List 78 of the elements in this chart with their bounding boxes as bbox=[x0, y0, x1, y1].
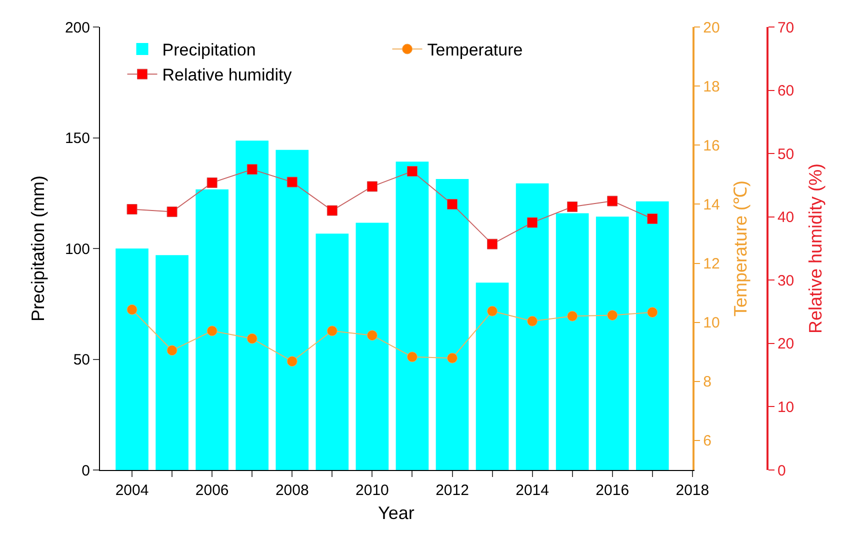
point bbox=[246, 164, 258, 175]
y-axis-title: Precipitation (mm) bbox=[28, 175, 48, 322]
point bbox=[567, 310, 578, 322]
x-tick-label: 2014 bbox=[516, 482, 549, 499]
point bbox=[447, 198, 458, 210]
point bbox=[567, 201, 578, 212]
y2-tick-label: 10 bbox=[703, 314, 720, 332]
y-tick-label: 50 bbox=[73, 352, 90, 368]
legend-label: Precipitation bbox=[162, 40, 256, 60]
point bbox=[366, 330, 378, 341]
bar bbox=[636, 201, 669, 470]
point bbox=[366, 181, 378, 192]
point bbox=[326, 205, 338, 216]
point bbox=[126, 204, 138, 215]
bar bbox=[236, 140, 269, 470]
legend-label: Relative humidity bbox=[162, 66, 292, 85]
y2-tick-label: 6 bbox=[703, 432, 712, 450]
point bbox=[286, 356, 298, 367]
y2-tick-label: 8 bbox=[703, 374, 712, 391]
y-tick-label: 200 bbox=[64, 19, 90, 36]
y2-tick-label: 14 bbox=[703, 196, 720, 214]
bar bbox=[476, 282, 509, 470]
point bbox=[527, 217, 538, 228]
bar bbox=[156, 255, 188, 470]
bar bbox=[316, 234, 349, 470]
point bbox=[647, 214, 658, 224]
point bbox=[607, 310, 618, 320]
x-tick-label: 2010 bbox=[356, 482, 389, 499]
bar bbox=[356, 222, 389, 470]
y2-axis-title: Temperature (℃) bbox=[730, 180, 750, 317]
point bbox=[166, 206, 178, 218]
bar bbox=[516, 183, 549, 470]
y3-tick-label: 30 bbox=[777, 272, 794, 290]
y3-tick-label: 60 bbox=[777, 82, 794, 100]
y3-tick-label: 10 bbox=[777, 398, 794, 416]
y3-tick-label: 40 bbox=[777, 209, 794, 226]
y-tick-label: 0 bbox=[82, 462, 90, 480]
x-tick-label: 2012 bbox=[436, 482, 469, 499]
point bbox=[166, 345, 178, 356]
point bbox=[647, 307, 658, 318]
bar bbox=[396, 162, 429, 470]
y3-axis-title: Relative humidity (%) bbox=[806, 163, 826, 334]
point bbox=[527, 316, 538, 326]
x-axis-title: Year bbox=[378, 503, 414, 524]
y2-tick-label: 20 bbox=[703, 19, 720, 36]
point bbox=[487, 306, 498, 316]
point bbox=[206, 326, 218, 336]
point bbox=[607, 196, 618, 206]
y-tick-label: 150 bbox=[64, 130, 90, 147]
x-tick-label: 2004 bbox=[115, 482, 149, 499]
y2-tick-label: 12 bbox=[703, 256, 720, 273]
bar bbox=[276, 150, 309, 470]
point bbox=[286, 176, 298, 188]
x-tick-label: 2018 bbox=[676, 482, 710, 499]
bar bbox=[556, 213, 589, 470]
point bbox=[326, 326, 338, 336]
point bbox=[206, 177, 218, 188]
x-tick-label: 2008 bbox=[275, 482, 309, 499]
legend-label: Temperature bbox=[427, 40, 523, 60]
bar bbox=[116, 248, 148, 470]
y3-tick-label: 20 bbox=[777, 336, 794, 353]
bar bbox=[436, 178, 469, 470]
y-tick-label: 100 bbox=[64, 240, 90, 258]
point bbox=[406, 352, 418, 362]
y3-tick-label: 50 bbox=[777, 146, 794, 163]
point bbox=[126, 304, 138, 315]
y3-tick-label: 0 bbox=[777, 462, 786, 480]
x-tick-label: 2006 bbox=[195, 482, 229, 499]
y3-tick-label: 70 bbox=[777, 19, 794, 36]
point bbox=[406, 166, 418, 177]
bar bbox=[596, 216, 629, 470]
point bbox=[447, 352, 458, 364]
bar bbox=[196, 189, 228, 470]
x-tick-label: 2016 bbox=[596, 482, 630, 499]
y2-tick-label: 18 bbox=[703, 78, 720, 96]
point bbox=[246, 333, 258, 344]
point bbox=[487, 238, 498, 250]
y2-tick-label: 16 bbox=[703, 137, 720, 154]
